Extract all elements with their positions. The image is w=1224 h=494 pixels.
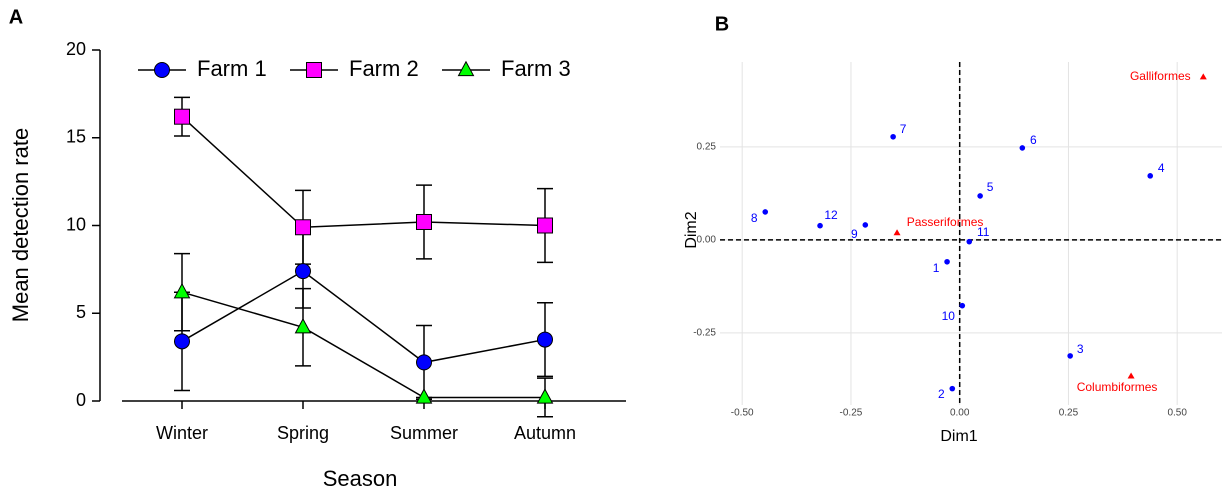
y-tick-label: -0.25 xyxy=(693,327,716,338)
point xyxy=(1019,145,1026,151)
series-line xyxy=(181,116,546,229)
point xyxy=(966,238,973,245)
x-tick-label: -0.50 xyxy=(731,408,754,419)
point xyxy=(817,222,823,229)
y-axis-label: Dim2 xyxy=(683,211,700,248)
point xyxy=(1067,353,1073,359)
point xyxy=(762,209,769,215)
point-label: 4 xyxy=(1158,161,1165,175)
marker xyxy=(173,282,191,299)
x-tick-label: 0.25 xyxy=(1059,408,1079,419)
x-axis-label: Season xyxy=(323,466,398,491)
point-label: Columbiformes xyxy=(1077,380,1158,394)
y-axis-label: Mean detection rate xyxy=(8,128,33,322)
point-label: 5 xyxy=(987,180,994,194)
y-tick-label: 0.25 xyxy=(697,141,717,152)
point-label: 3 xyxy=(1077,342,1084,356)
point-label: 10 xyxy=(942,309,956,323)
point-label: 9 xyxy=(851,227,858,241)
x-tick-label: -0.25 xyxy=(840,408,863,419)
y-tick-label: 5 xyxy=(76,302,86,322)
point xyxy=(949,385,956,392)
point-label: 7 xyxy=(900,122,907,136)
series-line xyxy=(181,291,545,399)
point xyxy=(1199,73,1207,80)
point xyxy=(893,229,901,236)
y-tick-label: 0.00 xyxy=(697,234,717,245)
point-label: 1 xyxy=(933,261,940,275)
marker xyxy=(174,333,190,350)
x-tick-label: 0.50 xyxy=(1167,408,1187,419)
point xyxy=(1147,173,1154,179)
marker xyxy=(537,331,553,348)
marker xyxy=(536,388,554,404)
point-label: Passeriformes xyxy=(907,215,984,229)
marker xyxy=(537,217,553,234)
panel-label: B xyxy=(715,13,729,35)
x-tick-label: Autumn xyxy=(514,423,576,443)
x-tick-label: 0.00 xyxy=(950,408,970,419)
point xyxy=(890,133,896,140)
point-label: 2 xyxy=(938,387,945,401)
marker xyxy=(174,108,190,125)
y-tick-label: 15 xyxy=(66,127,86,147)
point xyxy=(862,222,869,228)
x-tick-label: Winter xyxy=(156,423,208,443)
marker xyxy=(416,213,432,230)
legend-label: Farm 3 xyxy=(501,56,571,81)
legend-marker xyxy=(306,62,322,78)
marker xyxy=(294,317,312,334)
marker xyxy=(415,388,433,404)
marker xyxy=(295,263,311,280)
point-label: Galliformes xyxy=(1130,69,1191,83)
legend-marker xyxy=(457,60,475,77)
x-tick-label: Summer xyxy=(390,423,458,443)
point-label: 12 xyxy=(824,208,838,222)
marker xyxy=(295,219,311,236)
series-line xyxy=(181,270,546,364)
point-label: 11 xyxy=(977,225,990,239)
point-label: 6 xyxy=(1030,133,1037,147)
legend-label: Farm 1 xyxy=(197,56,267,81)
x-tick-label: Spring xyxy=(277,423,329,443)
legend-label: Farm 2 xyxy=(349,56,419,81)
y-tick-label: 20 xyxy=(66,39,86,59)
point xyxy=(959,302,966,309)
y-tick-label: 10 xyxy=(66,214,86,234)
y-tick-label: 0 xyxy=(76,390,86,410)
legend-marker xyxy=(154,62,170,78)
panel-label: A xyxy=(9,6,23,28)
marker xyxy=(416,354,432,371)
point xyxy=(944,258,950,265)
point xyxy=(1127,372,1135,379)
point xyxy=(977,193,983,199)
x-axis-label: Dim1 xyxy=(940,428,977,445)
point-label: 8 xyxy=(751,211,758,225)
